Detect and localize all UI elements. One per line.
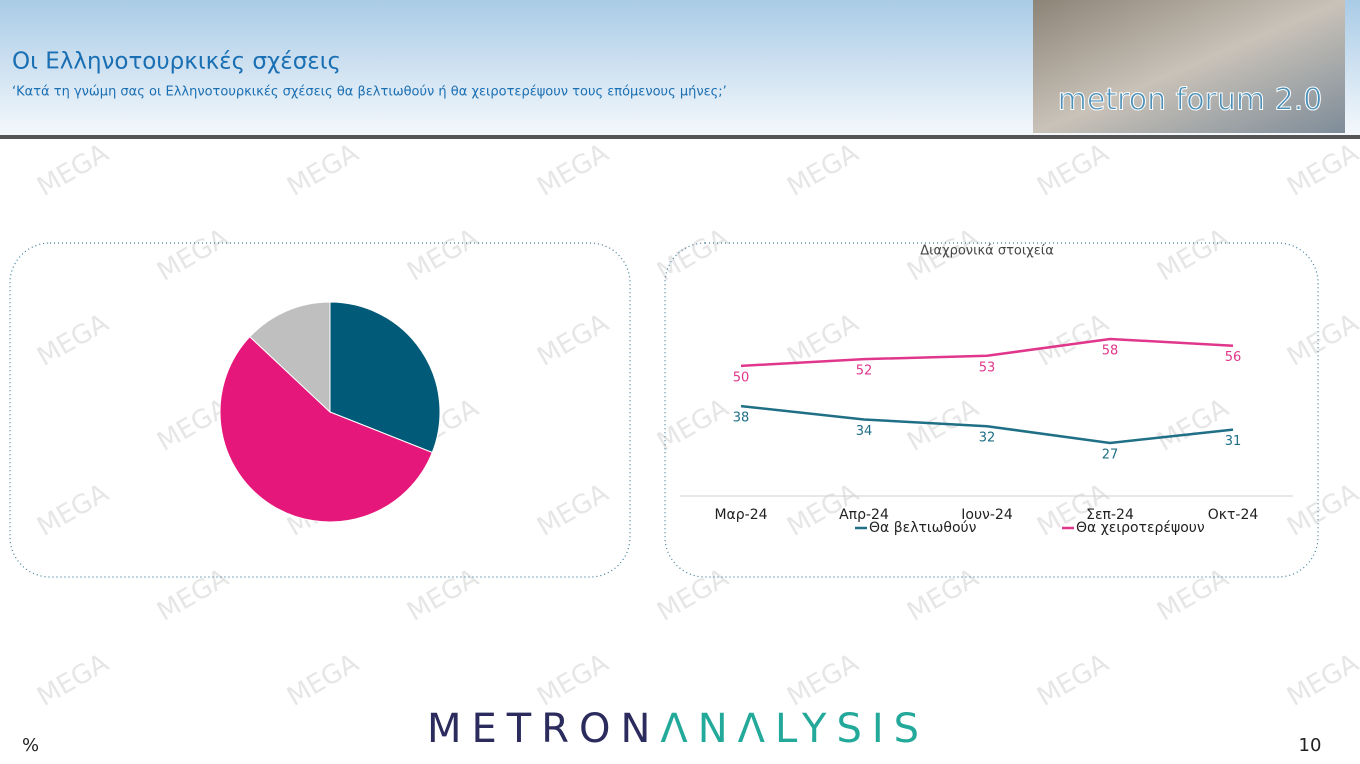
watermark: MEGA — [532, 478, 614, 542]
watermark: MEGA — [1282, 478, 1360, 542]
series-line — [740, 404, 1234, 445]
data-label: 50 — [733, 370, 750, 385]
x-tick-label: Οκτ-24 — [1208, 507, 1259, 523]
watermark: MEGA — [1152, 223, 1234, 287]
watermark: MEGA — [1282, 138, 1360, 202]
x-tick-label: Απρ-24 — [839, 507, 889, 523]
watermark: MEGA — [532, 138, 614, 202]
watermark: MEGA — [32, 308, 114, 372]
watermark: MEGA — [282, 648, 364, 712]
pie-slice — [219, 335, 433, 523]
watermark: MEGA — [1282, 648, 1360, 712]
pie-slice — [329, 301, 441, 454]
watermark: MEGA — [652, 223, 734, 287]
unit: % — [22, 735, 39, 756]
watermark: MEGA — [1282, 308, 1360, 372]
x-tick-label: Σεπ-24 — [1086, 507, 1134, 523]
watermark: MEGA — [32, 648, 114, 712]
header-rule — [0, 135, 1360, 139]
legend-label: Θα χειροτερέψουν — [1076, 520, 1205, 536]
watermark: MEGA — [652, 563, 734, 627]
data-label: 56 — [1225, 350, 1242, 365]
data-label: 27 — [1102, 448, 1119, 463]
watermark: MEGA — [652, 393, 734, 457]
watermark: MEGA — [1032, 138, 1114, 202]
watermark: MEGA — [32, 478, 114, 542]
data-label: 32 — [979, 431, 996, 446]
x-tick-label: Μαρ-24 — [714, 507, 767, 523]
watermark: MEGA — [32, 138, 114, 202]
logo-image — [1033, 0, 1345, 133]
watermark: MEGA — [152, 563, 234, 627]
page-number: 10 — [1299, 735, 1322, 756]
watermark: MEGA — [1152, 393, 1234, 457]
logo-text: metron forum 2.0 — [1058, 83, 1323, 118]
watermark: MEGA — [532, 648, 614, 712]
subtitle: ‘Κατά τη γνώμη σας οι Ελληνοτουρκικές σχ… — [12, 85, 727, 100]
data-label: 31 — [1225, 434, 1242, 449]
watermark: MEGA — [1032, 648, 1114, 712]
watermark: MEGA — [782, 138, 864, 202]
watermark: MEGA — [902, 563, 984, 627]
brand-part: METRON — [427, 706, 660, 752]
data-label: 38 — [733, 411, 750, 426]
brand: METRONΛNΛLYSIS — [427, 706, 929, 752]
watermark: MEGA — [152, 223, 234, 287]
chart-title: Διαχρονικά στοιχεία — [920, 244, 1054, 259]
x-tick-label: Ιουν-24 — [961, 507, 1013, 523]
watermark: MEGA — [282, 138, 364, 202]
legend-label: Θα βελτιωθούν — [869, 520, 977, 536]
data-label: 52 — [856, 364, 873, 379]
data-label: 34 — [856, 424, 873, 439]
data-label: 58 — [1102, 344, 1119, 359]
brand-part: ΛNΛLYSIS — [660, 706, 929, 752]
watermark: MEGA — [402, 223, 484, 287]
data-label: 53 — [979, 360, 996, 375]
watermark: MEGA — [532, 308, 614, 372]
watermark: MEGA — [1152, 563, 1234, 627]
pie-slice — [249, 301, 331, 414]
charts: Διαχρονικά στοιχεία Μαρ-24 Απρ-24 Ιουν-24 Σε… — [219, 244, 1293, 536]
title: Οι Ελληνοτουρκικές σχέσεις — [12, 49, 341, 75]
watermark: MEGA — [402, 563, 484, 627]
series-line — [740, 337, 1234, 368]
watermark: MEGA — [782, 648, 864, 712]
